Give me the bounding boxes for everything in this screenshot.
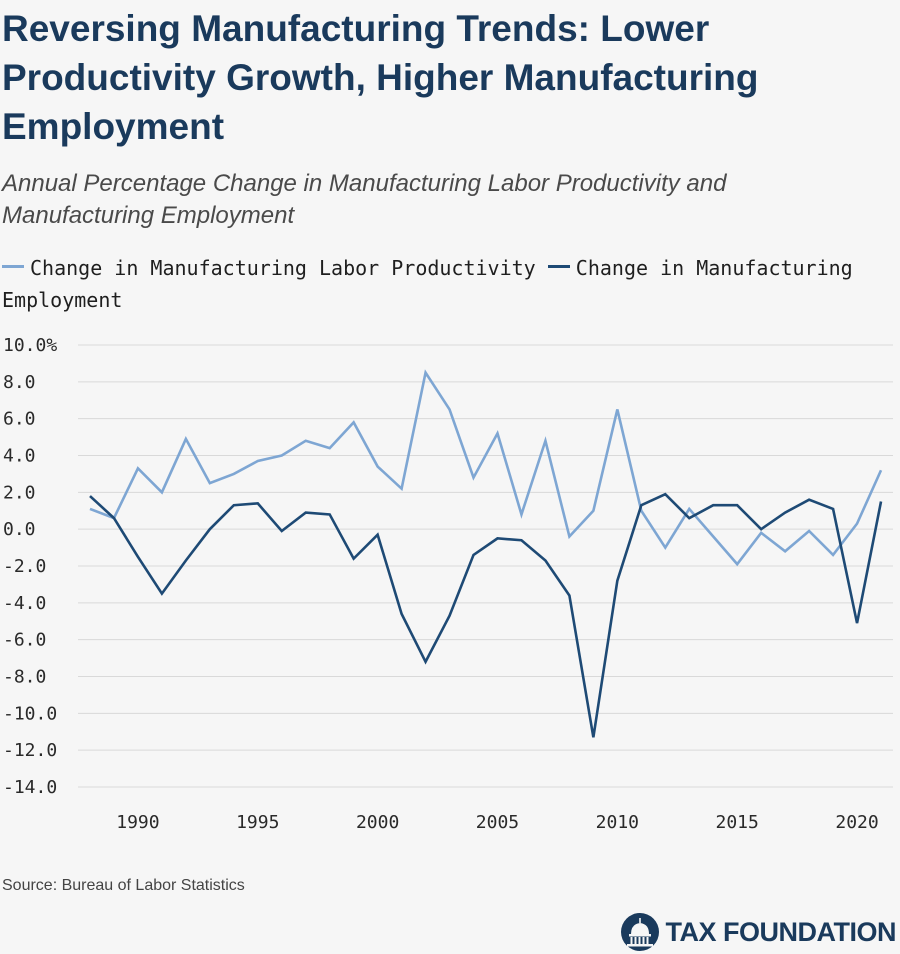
legend-label-employment: Change in Manufacturing Employment bbox=[2, 256, 853, 312]
x-tick-label: 2010 bbox=[596, 812, 639, 833]
y-tick-label: 10.0% bbox=[3, 335, 57, 356]
y-tick-label: -12.0 bbox=[3, 740, 57, 761]
series-line-productivity bbox=[89, 369, 883, 567]
x-tick-label: 2005 bbox=[476, 812, 519, 833]
y-tick-label: -4.0 bbox=[3, 593, 46, 614]
y-axis-ticks: 10.0% 8.0 6.0 4.0 2.0 0.0 -2.0 -4.0 -6.0 -8.0 -10.… bbox=[3, 335, 57, 798]
x-axis-ticks: 1990 1995 2000 2005 2010 2015 2020 bbox=[116, 812, 878, 833]
x-tick-label: 2015 bbox=[716, 812, 759, 833]
series-line-employment bbox=[89, 492, 883, 738]
brand-name: TAX FOUNDATION bbox=[665, 916, 897, 947]
y-tick-label: -6.0 bbox=[3, 630, 46, 651]
series-lines bbox=[89, 369, 883, 738]
y-tick-label: -2.0 bbox=[3, 556, 46, 577]
legend-swatch-employment bbox=[547, 265, 570, 268]
brand-logo: TAX FOUNDATION bbox=[620, 910, 897, 954]
y-tick-label: 0.0 bbox=[3, 519, 36, 540]
x-tick-label: 2000 bbox=[356, 812, 399, 833]
chart-title: Reversing Manufacturing Trends: Lower Pr… bbox=[2, 8, 759, 147]
y-tick-label: 2.0 bbox=[3, 482, 36, 503]
legend-item-productivity: Change in Manufacturing Labor Productivi… bbox=[2, 256, 536, 280]
chart-subtitle: Annual Percentage Change in Manufacturin… bbox=[2, 170, 727, 229]
y-tick-label: 8.0 bbox=[3, 372, 36, 393]
y-tick-label: -14.0 bbox=[3, 777, 57, 798]
legend-item-employment: Change in Manufacturing Employment bbox=[2, 256, 853, 312]
source-note: Source: Bureau of Labor Statistics bbox=[2, 877, 245, 894]
y-tick-label: -10.0 bbox=[3, 703, 57, 724]
line-chart: 10.0% 8.0 6.0 4.0 2.0 0.0 -2.0 -4.0 -6.0 -8.0 -10.… bbox=[3, 335, 893, 833]
y-tick-label: -8.0 bbox=[3, 667, 46, 688]
x-tick-label: 2020 bbox=[835, 812, 878, 833]
y-tick-label: 4.0 bbox=[3, 446, 36, 467]
x-tick-label: 1990 bbox=[116, 812, 159, 833]
x-tick-label: 1995 bbox=[236, 812, 279, 833]
gridlines bbox=[78, 344, 893, 788]
y-tick-label: 6.0 bbox=[3, 409, 36, 430]
chart-legend: Change in Manufacturing Labor Productivi… bbox=[2, 252, 882, 316]
capitol-dome-icon bbox=[620, 913, 659, 951]
legend-label-productivity: Change in Manufacturing Labor Productivi… bbox=[30, 256, 536, 280]
legend-swatch-productivity bbox=[2, 265, 24, 268]
